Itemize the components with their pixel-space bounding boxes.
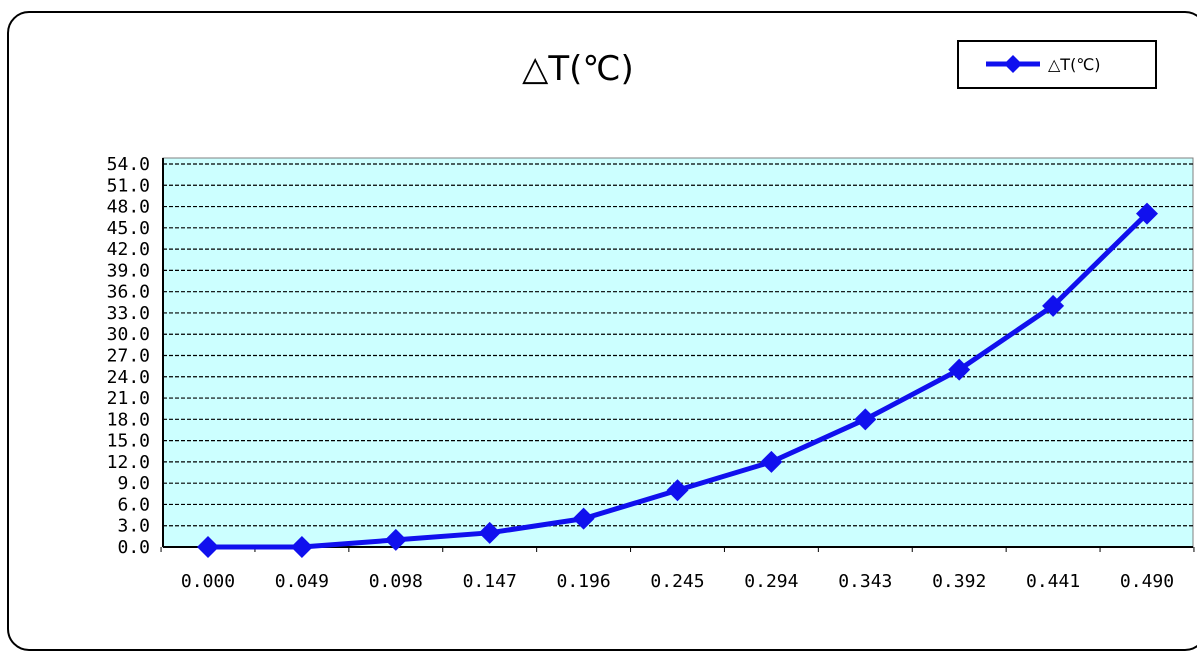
y-tick-label: 6.0 <box>117 494 150 515</box>
x-tick-label: 0.196 <box>557 571 611 592</box>
grid-lines <box>163 163 1193 527</box>
y-tick-label: 48.0 <box>107 197 150 218</box>
y-tick-label: 51.0 <box>107 175 150 196</box>
data-point <box>666 479 689 502</box>
y-tick-label: 45.0 <box>107 218 150 239</box>
y-tick-label: 21.0 <box>107 388 150 409</box>
y-tick-label: 15.0 <box>107 431 150 452</box>
data-point <box>290 536 313 558</box>
x-tick-label: 0.343 <box>838 571 892 592</box>
x-tick-label: 0.441 <box>1026 571 1080 592</box>
legend: △T(℃) <box>957 40 1157 89</box>
y-tick-label: 3.0 <box>117 516 150 537</box>
y-axis: 0.03.06.09.012.015.018.021.024.027.030.0… <box>107 154 164 558</box>
y-tick-label: 9.0 <box>117 473 150 494</box>
x-tick-label: 0.098 <box>369 571 423 592</box>
y-tick-label: 39.0 <box>107 260 150 281</box>
y-tick-label: 36.0 <box>107 282 150 303</box>
y-tick-label: 30.0 <box>107 324 150 345</box>
data-point <box>1042 294 1065 317</box>
chart-svg: △T(℃) △T(℃) 0.03.06.09.012.015.018.021.0… <box>107 40 1195 592</box>
chart-title: △T(℃) <box>522 49 634 89</box>
y-tick-label: 0.0 <box>117 537 150 558</box>
data-point <box>1136 202 1158 225</box>
y-tick-label: 18.0 <box>107 409 150 430</box>
legend-label: △T(℃) <box>1048 55 1101 74</box>
data-point <box>572 507 595 530</box>
series-layer <box>197 202 1158 558</box>
y-tick-label: 12.0 <box>107 452 150 473</box>
x-tick-label: 0.490 <box>1120 571 1174 592</box>
x-tick-label: 0.049 <box>275 571 329 592</box>
legend-marker <box>1004 55 1022 73</box>
data-point <box>760 450 783 473</box>
x-tick-label: 0.392 <box>932 571 986 592</box>
y-tick-label: 27.0 <box>107 346 150 367</box>
data-point <box>478 521 501 544</box>
x-tick-label: 0.000 <box>181 571 235 592</box>
data-point <box>854 408 877 431</box>
y-tick-label: 24.0 <box>107 367 150 388</box>
data-point <box>384 528 407 551</box>
y-tick-label: 42.0 <box>107 239 150 260</box>
x-axis: 0.000 0.049 0.098 0.147 0.196 0.245 0.294 0.343… <box>160 546 1195 592</box>
data-point <box>197 536 219 558</box>
y-tick-label: 54.0 <box>107 154 150 175</box>
x-tick-label: 0.245 <box>650 571 704 592</box>
x-tick-label: 0.147 <box>463 571 517 592</box>
y-tick-label: 33.0 <box>107 303 150 324</box>
data-point <box>948 358 971 381</box>
x-tick-label: 0.294 <box>744 571 798 592</box>
